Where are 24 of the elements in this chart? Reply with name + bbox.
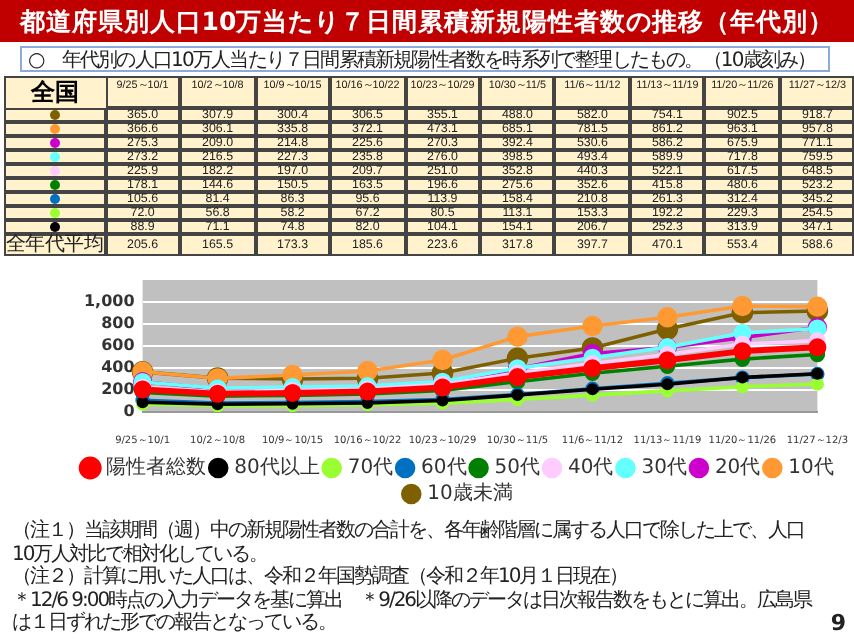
y-tick-label: 1,000 xyxy=(83,292,136,311)
y-tick-label: 0 xyxy=(123,402,136,421)
legend-label: 陽性者総数 xyxy=(106,455,207,480)
chart-subtitle: ○ 年代別の人口10万人当たり７日間累積新規陽性者数を時系列で整理したもの。（10歳刻み） xyxy=(20,46,830,72)
legend-label: 50代 xyxy=(494,457,541,480)
text: 全年代平均 xyxy=(4,234,106,256)
legend-label: 70代 xyxy=(347,457,394,480)
legend-label: 60代 xyxy=(421,457,467,480)
y-tick-label: 400 xyxy=(101,358,136,377)
text: 全国 xyxy=(28,78,81,106)
y-tick-label: 600 xyxy=(101,336,136,355)
legend-label: 20代 xyxy=(714,457,761,480)
legend-label: 10代 xyxy=(788,457,834,480)
legend-label: 40代 xyxy=(568,457,614,480)
y-tick-label: 800 xyxy=(101,314,136,333)
chart-title: 都道府県別人口10万当たり７日間累積新規陽性者数の推移（年代別） xyxy=(0,0,854,42)
text: （注１）当該期間（週）中の新規陽性者数の合計を、各年齢階層に属する人口で除した上で、人口10万人対比で相対化している。 xyxy=(12,520,806,565)
text: 9 xyxy=(830,610,846,636)
text: ＊12/6 9:00時点の入力データを基に算出 ＊9/26以降のデータは日次報告数をもとに算出。広島県は１日ずれた形での報告となっている。 xyxy=(12,589,812,635)
legend-label: 10歳未満 xyxy=(427,481,513,506)
legend-label: 30代 xyxy=(641,457,687,480)
legend-label: 80代以上 xyxy=(234,455,320,480)
y-tick-label: 200 xyxy=(101,380,136,399)
text: （注２）計算に用いた人口は、令和２年国勢調査（令和２年10月１日現在） xyxy=(12,566,630,589)
